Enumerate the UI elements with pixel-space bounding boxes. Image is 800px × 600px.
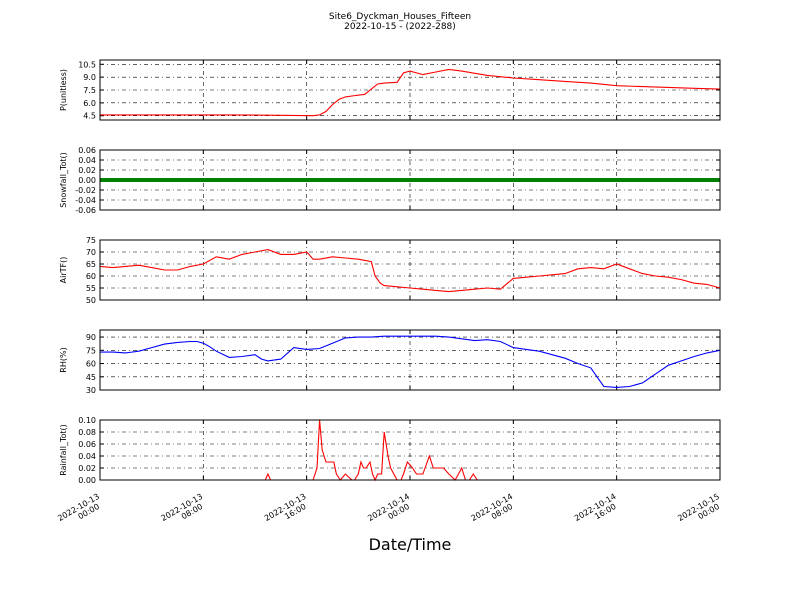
y-tick-label: 65 xyxy=(86,260,96,269)
series-line xyxy=(99,249,721,293)
y-tick-label: 0.06 xyxy=(78,440,96,449)
plot-frame xyxy=(99,149,721,211)
series-line xyxy=(100,335,721,388)
y-tick-label: -0.02 xyxy=(75,186,96,195)
subplot-3: 50 55 60 65 70 75 AirTF() xyxy=(59,236,721,305)
y-tick-label: 0.00 xyxy=(78,476,96,485)
plot-frame xyxy=(99,329,721,391)
y-tick-label: 60 xyxy=(86,272,96,281)
series-line xyxy=(100,68,721,117)
y-tick-label: 75 xyxy=(86,236,96,245)
y-tick-label: 75 xyxy=(86,346,96,355)
subplot-4: 30 45 60 75 90 RH(%) xyxy=(59,329,721,395)
y-tick-label: 10.5 xyxy=(78,60,96,69)
y-tick-label: 0.06 xyxy=(78,146,96,155)
plot-frame xyxy=(99,239,721,301)
y-tick-label: 4.5 xyxy=(83,112,96,121)
y-tick-label: 0.00 xyxy=(78,176,96,185)
y-tick-label: 7.5 xyxy=(83,86,96,95)
y-tick-label: 90 xyxy=(86,333,96,342)
y-tick-label: -0.06 xyxy=(75,206,96,215)
y-tick-label: 0.02 xyxy=(78,166,96,175)
y-tick-label: 50 xyxy=(86,296,96,305)
y-tick-label: 6.0 xyxy=(83,99,96,108)
subplot-panels: 4.5 6.0 7.5 9.0 10.5 P(unitless) -0.06-0.04-0.… xyxy=(59,59,721,485)
y-tick-label: 30 xyxy=(86,386,96,395)
figure-subtitle: 2022-10-15 - (2022-288) xyxy=(344,22,456,32)
plot-frame xyxy=(99,59,721,121)
y-tick-label: 60 xyxy=(86,360,96,369)
figure-title: Site6_Dyckman_Houses_Fifteen xyxy=(329,12,471,22)
x-axis-label: Date/Time xyxy=(369,535,452,554)
y-tick-label: 0.08 xyxy=(78,428,96,437)
y-tick-label: 0.04 xyxy=(78,452,96,461)
subplot-5: 0.00 0.02 0.04 0.06 0.08 0.10 Rainfall_Tot() xyxy=(59,416,721,485)
y-axis-label: RH(%) xyxy=(59,347,68,372)
subplot-1: 4.5 6.0 7.5 9.0 10.5 P(unitless) xyxy=(59,59,721,121)
y-tick-label: 0.10 xyxy=(78,416,96,425)
y-axis-label: Snowfall_Tot() xyxy=(59,152,68,208)
y-axis-label: AirTF() xyxy=(59,257,68,284)
y-tick-label: 70 xyxy=(86,248,96,257)
y-tick-label: 0.04 xyxy=(78,156,96,165)
subplot-2: -0.06-0.04-0.020.000.020.040.06 Snowfall_… xyxy=(59,146,721,215)
series-line xyxy=(100,419,720,482)
y-axis-label: Rainfall_Tot() xyxy=(59,424,68,476)
y-tick-label: 55 xyxy=(86,284,96,293)
y-tick-label: 0.02 xyxy=(78,464,96,473)
y-tick-label: -0.04 xyxy=(75,196,96,205)
y-tick-label: 45 xyxy=(86,373,96,382)
y-axis-label: P(unitless) xyxy=(59,69,68,111)
plot-frame xyxy=(99,419,721,481)
y-tick-label: 9.0 xyxy=(83,73,96,82)
